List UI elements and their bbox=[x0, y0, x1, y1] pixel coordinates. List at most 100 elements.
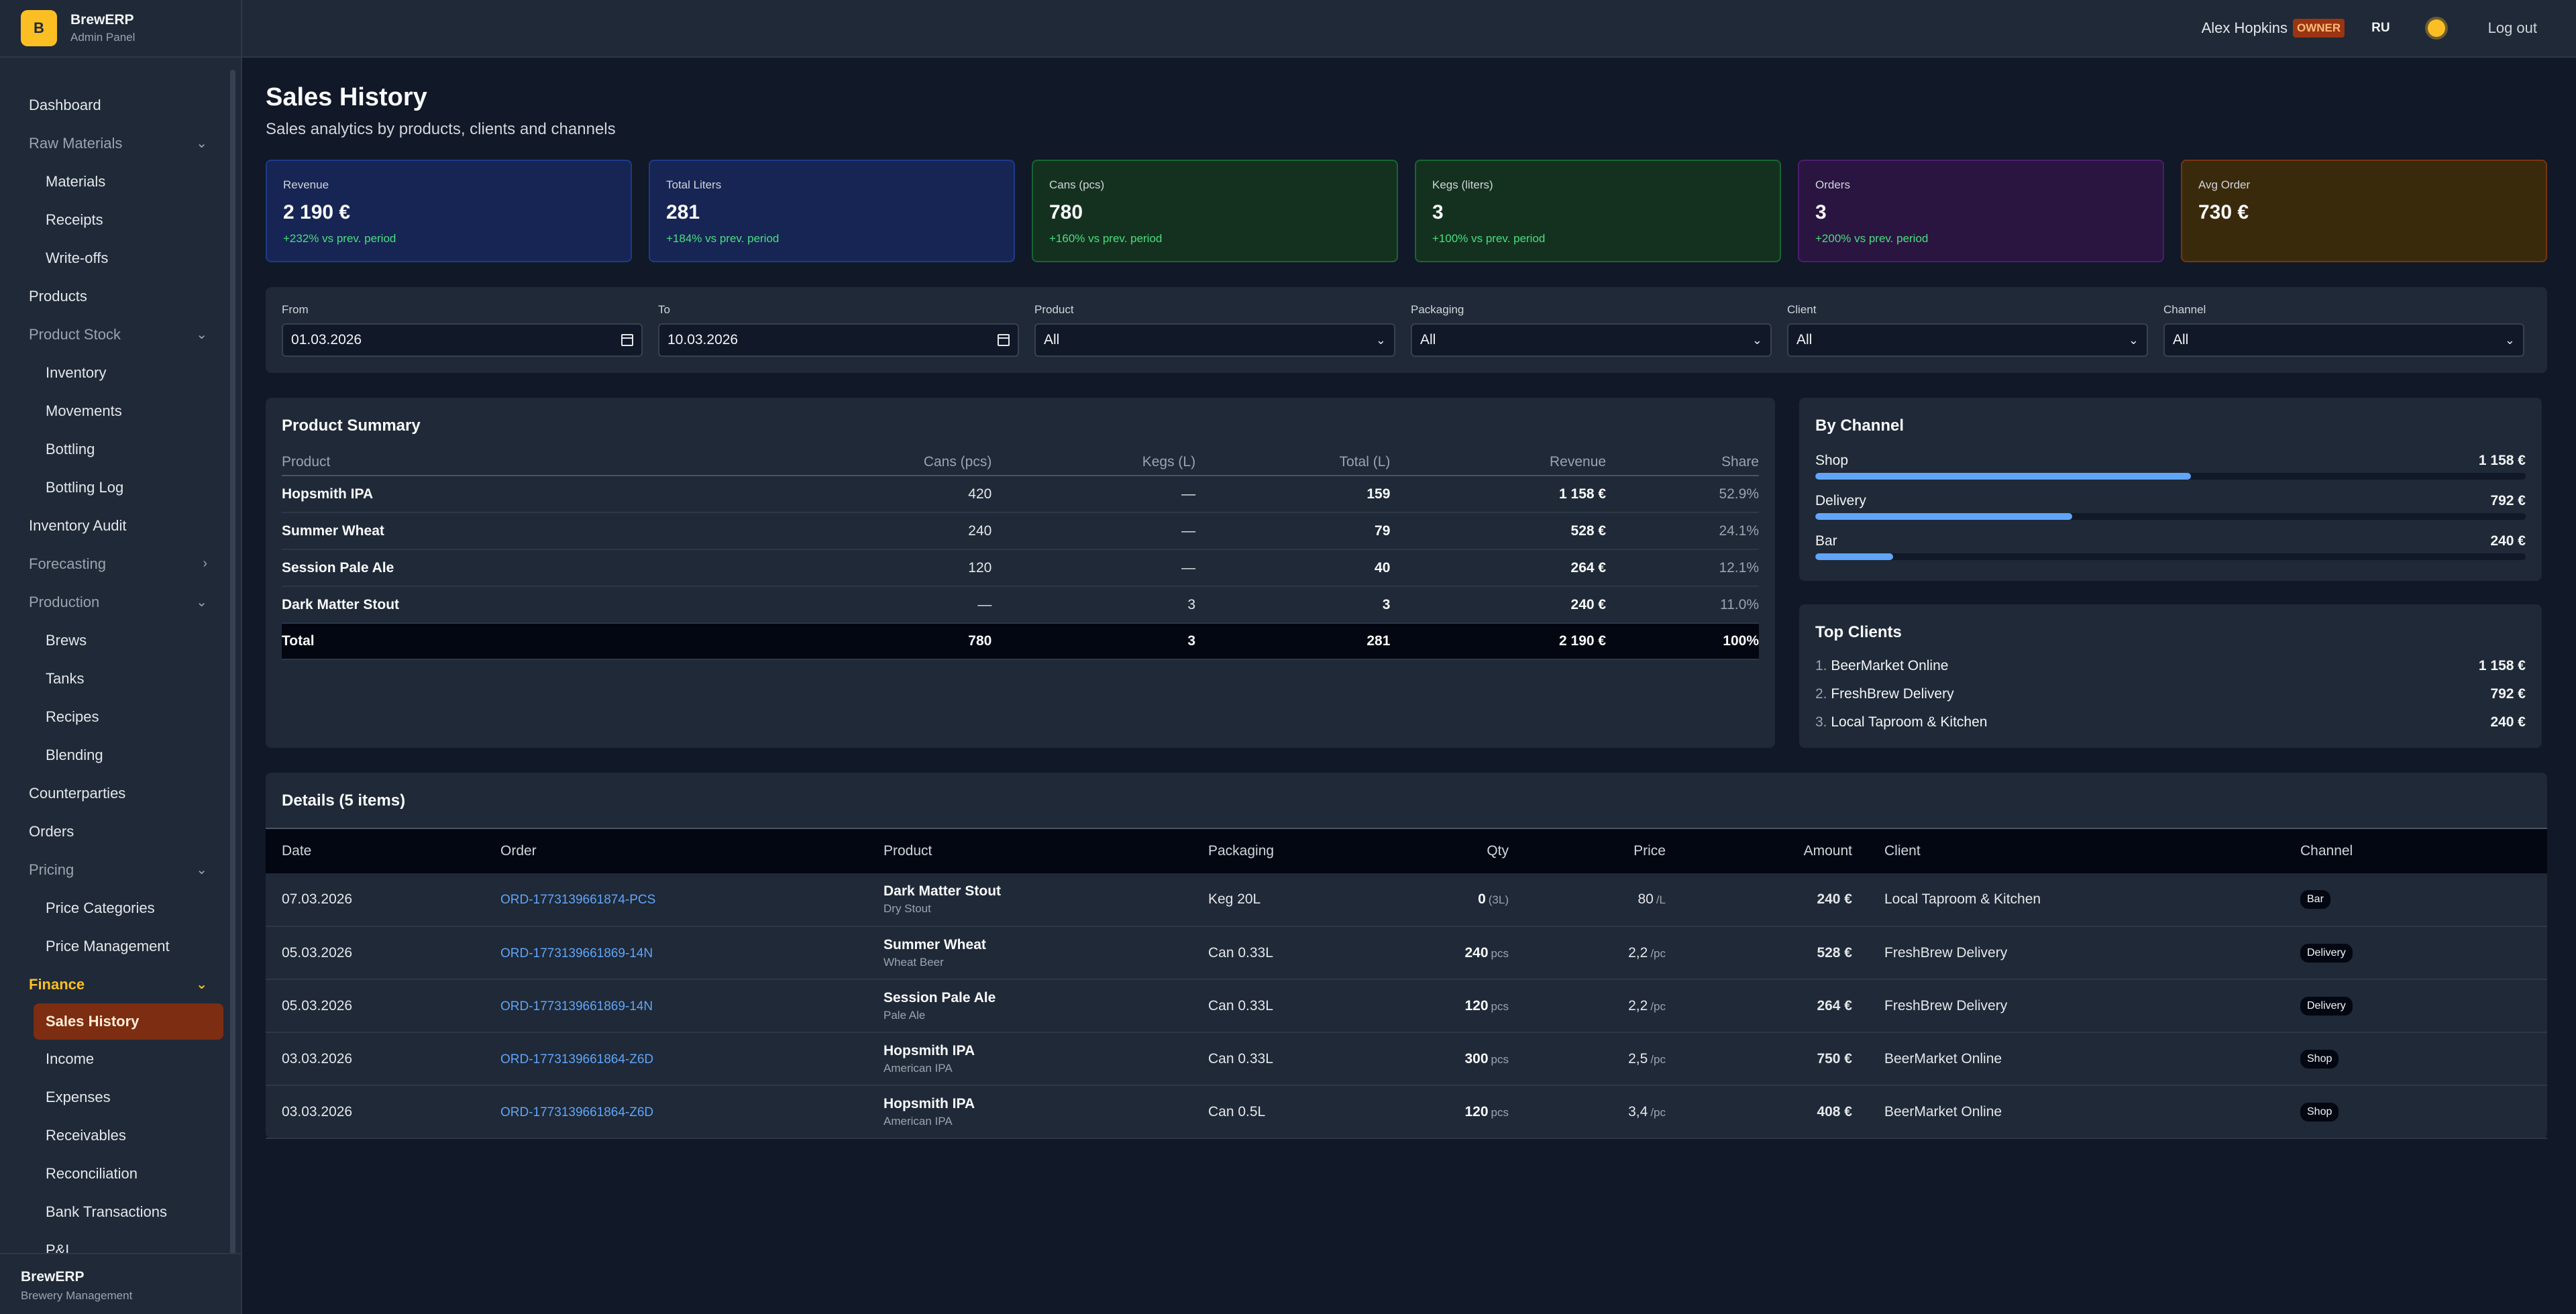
client-value: 1 158 € bbox=[2478, 658, 2526, 673]
cell-date: 03.03.2026 bbox=[266, 1032, 484, 1086]
cell-cans: 120 bbox=[731, 549, 992, 587]
filter-from: From 01.03.2026 bbox=[282, 303, 643, 357]
product-name: Hopsmith IPA bbox=[883, 1095, 975, 1111]
filter-product: Product All ⌄ bbox=[1034, 303, 1395, 357]
cell-kegs: — bbox=[991, 476, 1196, 513]
qty-value: 120 bbox=[1464, 1103, 1489, 1119]
sidebar-scrollbar[interactable] bbox=[230, 70, 235, 1253]
col-kegs: Kegs (L) bbox=[991, 449, 1196, 476]
cell-amount: 408 € bbox=[1682, 1085, 1868, 1139]
channel-bar-fill bbox=[1815, 473, 2192, 480]
date-from-input[interactable]: 01.03.2026 bbox=[282, 323, 643, 357]
kpi-avg-order: Avg Order 730 € bbox=[2181, 160, 2547, 262]
table-row: Summer Wheat 240 — 79 528 € 24.1% bbox=[282, 512, 1759, 550]
client-select[interactable]: All ⌄ bbox=[1787, 323, 2148, 357]
nav-brews[interactable]: Brews bbox=[46, 631, 87, 649]
table-row: 05.03.2026 ORD-1773139661869-14N Session… bbox=[266, 979, 2547, 1033]
cell-date: 05.03.2026 bbox=[266, 979, 484, 1033]
kpi-orders: Orders 3 +200% vs prev. period bbox=[1798, 160, 2164, 262]
channel-row: Delivery 792 € bbox=[1815, 493, 2526, 520]
logout-button[interactable]: Log out bbox=[2487, 19, 2537, 36]
nav-reconciliation[interactable]: Reconciliation bbox=[46, 1164, 138, 1182]
brand[interactable]: B BrewERP Admin Panel bbox=[0, 0, 241, 58]
nav-group-finance[interactable]: Finance ⌄ bbox=[0, 965, 241, 1003]
product-name: Session Pale Ale bbox=[883, 989, 996, 1005]
nav-bottling-log[interactable]: Bottling Log bbox=[46, 478, 124, 496]
qty-unit: pcs bbox=[1491, 999, 1509, 1013]
nav-blending[interactable]: Blending bbox=[46, 746, 103, 763]
date-to-input[interactable]: 10.03.2026 bbox=[658, 323, 1019, 357]
filter-packaging: Packaging All ⌄ bbox=[1411, 303, 1772, 357]
packaging-select[interactable]: All ⌄ bbox=[1411, 323, 1772, 357]
nav-tanks[interactable]: Tanks bbox=[46, 669, 85, 687]
channel-chip: Bar bbox=[2300, 890, 2330, 909]
order-link[interactable]: ORD-1773139661874-PCS bbox=[500, 893, 656, 907]
main: Alex Hopkins OWNER RU Log out Sales Hist… bbox=[242, 0, 2576, 1314]
kpi-value: 281 bbox=[666, 201, 700, 223]
client-name: BeerMarket Online bbox=[1831, 658, 1949, 673]
filter-label: Product bbox=[1034, 303, 1074, 316]
nav-receipts[interactable]: Receipts bbox=[46, 211, 103, 228]
nav-bank-transactions[interactable]: Bank Transactions bbox=[46, 1203, 167, 1220]
nav-income[interactable]: Income bbox=[46, 1050, 95, 1067]
order-link[interactable]: ORD-1773139661864-Z6D bbox=[500, 1105, 654, 1119]
chevron-down-icon: ⌄ bbox=[196, 327, 207, 342]
kpi-label: Cans (pcs) bbox=[1049, 178, 1105, 191]
nav-expenses[interactable]: Expenses bbox=[46, 1088, 111, 1105]
kpi-label: Revenue bbox=[283, 178, 329, 191]
nav-products[interactable]: Products bbox=[0, 277, 241, 315]
calendar-icon[interactable] bbox=[998, 334, 1010, 346]
nav-group-production[interactable]: Production ⌄ bbox=[0, 583, 241, 621]
nav-bottling[interactable]: Bottling bbox=[46, 440, 95, 457]
nav-counterparties[interactable]: Counterparties bbox=[0, 774, 241, 812]
nav-dashboard[interactable]: Dashboard bbox=[0, 86, 241, 124]
sun-icon[interactable] bbox=[2427, 19, 2445, 37]
order-link[interactable]: ORD-1773139661864-Z6D bbox=[500, 1052, 654, 1066]
nav-label: Pricing bbox=[29, 861, 74, 878]
col-product: Product bbox=[282, 449, 731, 476]
nav-group-pricing[interactable]: Pricing ⌄ bbox=[0, 851, 241, 889]
nav-receivables[interactable]: Receivables bbox=[46, 1126, 126, 1144]
channel-chip: Shop bbox=[2300, 1049, 2339, 1069]
nav-inventory[interactable]: Inventory bbox=[46, 364, 107, 381]
kpi-value: 2 190 € bbox=[283, 201, 351, 223]
chevron-down-icon: ⌄ bbox=[196, 977, 207, 992]
nav-price-categories[interactable]: Price Categories bbox=[46, 899, 155, 916]
language-switch[interactable]: RU bbox=[2371, 21, 2390, 35]
nav-group-product-stock[interactable]: Product Stock ⌄ bbox=[0, 315, 241, 353]
order-link[interactable]: ORD-1773139661869-14N bbox=[500, 999, 653, 1014]
cell-amount: 240 € bbox=[1682, 873, 1868, 927]
list-item: 3. Local Taproom & Kitchen 240 € bbox=[1815, 714, 2526, 730]
nav-writeoffs[interactable]: Write-offs bbox=[46, 249, 109, 266]
cell-packaging: Keg 20L bbox=[1192, 873, 1366, 927]
nav-movements[interactable]: Movements bbox=[46, 402, 122, 419]
kpi-value: 3 bbox=[1432, 201, 1444, 223]
cell-client: FreshBrew Delivery bbox=[1868, 926, 2284, 980]
nav-recipes[interactable]: Recipes bbox=[46, 708, 99, 725]
filter-value: All bbox=[1044, 332, 1060, 347]
nav-inventory-audit[interactable]: Inventory Audit bbox=[0, 506, 241, 545]
nav-group-raw-materials[interactable]: Raw Materials ⌄ bbox=[0, 124, 241, 162]
nav-label: Counterparties bbox=[29, 784, 126, 802]
filters-bar: From 01.03.2026 To 10.03.2026 Product Al… bbox=[266, 287, 2547, 373]
nav-group-forecasting[interactable]: Forecasting › bbox=[0, 545, 241, 583]
cell-kegs: 3 bbox=[991, 623, 1196, 660]
client-value: 240 € bbox=[2490, 714, 2526, 730]
nav-orders[interactable]: Orders bbox=[0, 812, 241, 851]
cell-revenue: 264 € bbox=[1390, 549, 1607, 587]
panel-title: Top Clients bbox=[1815, 623, 1902, 641]
order-link[interactable]: ORD-1773139661869-14N bbox=[500, 946, 653, 961]
details-panel: Details (5 items) Date Order Product Pac… bbox=[266, 773, 2547, 1139]
nav-materials[interactable]: Materials bbox=[46, 172, 106, 190]
nav-sales-history[interactable]: Sales History bbox=[34, 1003, 223, 1040]
channel-select[interactable]: All ⌄ bbox=[2163, 323, 2524, 357]
cell-client: Local Taproom & Kitchen bbox=[1868, 873, 2284, 927]
product-select[interactable]: All ⌄ bbox=[1034, 323, 1395, 357]
table-row: 03.03.2026 ORD-1773139661864-Z6D Hopsmit… bbox=[266, 1085, 2547, 1139]
nav-label: Production bbox=[29, 593, 100, 610]
nav-price-management[interactable]: Price Management bbox=[46, 937, 170, 954]
calendar-icon[interactable] bbox=[621, 334, 633, 346]
nav-pl[interactable]: P&L bbox=[46, 1241, 74, 1254]
nav-label: Forecasting bbox=[29, 555, 106, 572]
price-unit: /pc bbox=[1650, 1105, 1666, 1119]
